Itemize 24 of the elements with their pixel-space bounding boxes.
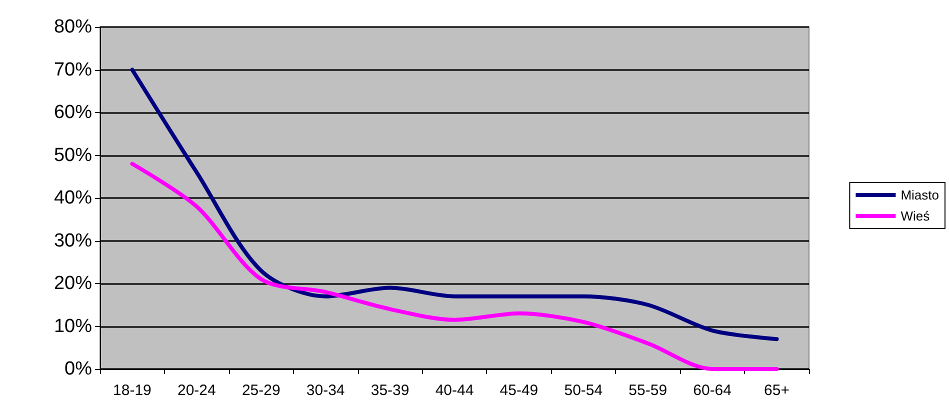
line-series xyxy=(130,162,779,371)
x-tick-label: 50-54 xyxy=(564,382,603,399)
x-tick-label: 60-64 xyxy=(693,382,732,399)
y-tick-label: 10% xyxy=(54,316,92,337)
x-tick-label: 30-34 xyxy=(306,382,345,399)
y-tick-label: 30% xyxy=(54,230,92,252)
y-tick-label: 20% xyxy=(54,273,92,294)
y-tick-label: 70% xyxy=(54,59,92,80)
x-tick-label: 45-49 xyxy=(500,382,538,399)
x-tick-label: 18-19 xyxy=(113,382,152,399)
x-tick-label: 40-44 xyxy=(435,382,474,399)
y-tick-label: 40% xyxy=(54,188,92,208)
x-tick-label: 25-29 xyxy=(242,382,280,399)
y-tick-label: 0% xyxy=(64,358,92,380)
y-tick-label: 50% xyxy=(54,144,92,166)
x-tick-label: 55-59 xyxy=(628,382,668,399)
y-tick-label: 80% xyxy=(54,16,92,38)
x-tick-label: 20-24 xyxy=(177,382,216,399)
line-series xyxy=(130,68,779,342)
legend-label: Wieś xyxy=(900,208,930,224)
y-tick-label: 60% xyxy=(54,102,92,123)
x-tick-label: 35-39 xyxy=(370,382,410,399)
legend-label: Miasto xyxy=(900,188,940,202)
x-tick-label: 65+ xyxy=(764,382,790,399)
